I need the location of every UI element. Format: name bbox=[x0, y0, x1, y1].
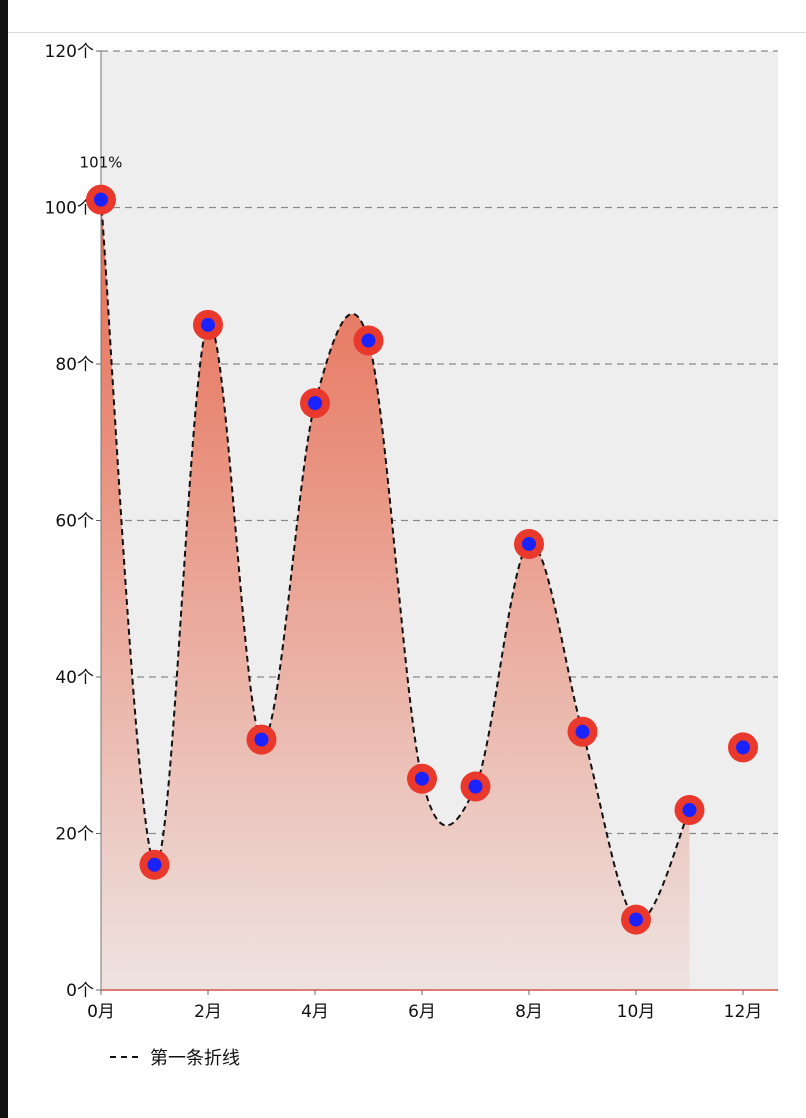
y-tick-label: 0个 bbox=[66, 981, 94, 1001]
data-markers bbox=[86, 184, 758, 935]
y-tick-label: 80个 bbox=[55, 355, 94, 375]
data-point-dot bbox=[308, 396, 322, 411]
data-point-dot bbox=[522, 536, 536, 551]
data-point-dot bbox=[682, 803, 697, 818]
legend-dashed-line-swatch bbox=[110, 1056, 138, 1058]
data-point-dot bbox=[254, 732, 269, 747]
legend-label: 第一条折线 bbox=[150, 1048, 240, 1069]
window-edge bbox=[0, 0, 8, 1118]
data-point-marker bbox=[353, 325, 384, 356]
x-tick-label: 8月 bbox=[515, 1002, 543, 1022]
data-point-dot bbox=[629, 912, 643, 927]
data-point-marker bbox=[567, 716, 598, 747]
y-tick-label: 40个 bbox=[55, 668, 94, 688]
data-point-dot bbox=[575, 724, 590, 739]
x-tick-label: 12月 bbox=[724, 1002, 763, 1022]
data-point-dot bbox=[201, 317, 215, 332]
y-tick-label: 60个 bbox=[55, 512, 94, 532]
data-point-marker bbox=[193, 309, 223, 340]
data-point-marker bbox=[674, 795, 705, 826]
data-point-marker bbox=[246, 724, 277, 755]
data-point-dot bbox=[736, 740, 750, 755]
x-tick-label: 6月 bbox=[408, 1002, 436, 1022]
y-tick-label: 20个 bbox=[55, 825, 94, 845]
y-tick-label: 120个 bbox=[45, 42, 94, 62]
data-point-marker bbox=[300, 388, 330, 419]
x-tick-label: 10月 bbox=[617, 1002, 656, 1022]
data-point-dot bbox=[361, 333, 376, 348]
data-point-marker bbox=[460, 771, 491, 802]
x-tick-label: 2月 bbox=[194, 1002, 222, 1022]
data-point-dot bbox=[468, 779, 483, 794]
legend[interactable]: 第一条折线 bbox=[110, 1043, 240, 1071]
data-point-marker bbox=[139, 849, 170, 880]
data-point-dot bbox=[147, 857, 162, 872]
top-divider bbox=[8, 32, 806, 33]
series-area-fill bbox=[101, 199, 690, 991]
data-point-dot bbox=[415, 771, 429, 786]
data-point-marker bbox=[514, 528, 544, 559]
x-tick-label: 4月 bbox=[301, 1002, 329, 1022]
y-tick-label: 100个 bbox=[45, 199, 94, 219]
data-point-marker bbox=[407, 763, 437, 794]
x-tick-label: 0月 bbox=[87, 1002, 115, 1022]
data-point-marker bbox=[86, 184, 116, 215]
data-point-marker bbox=[728, 732, 758, 763]
data-label: 101% bbox=[80, 154, 123, 172]
data-point-marker bbox=[621, 904, 651, 935]
axis-ticks: 0个 20个 40个 60个 80个 100个 120个 0月 2月 4月 6月 8月 10月 12月 bbox=[45, 42, 763, 1022]
data-labels: 101% bbox=[80, 154, 123, 172]
data-point-dot bbox=[94, 192, 108, 207]
